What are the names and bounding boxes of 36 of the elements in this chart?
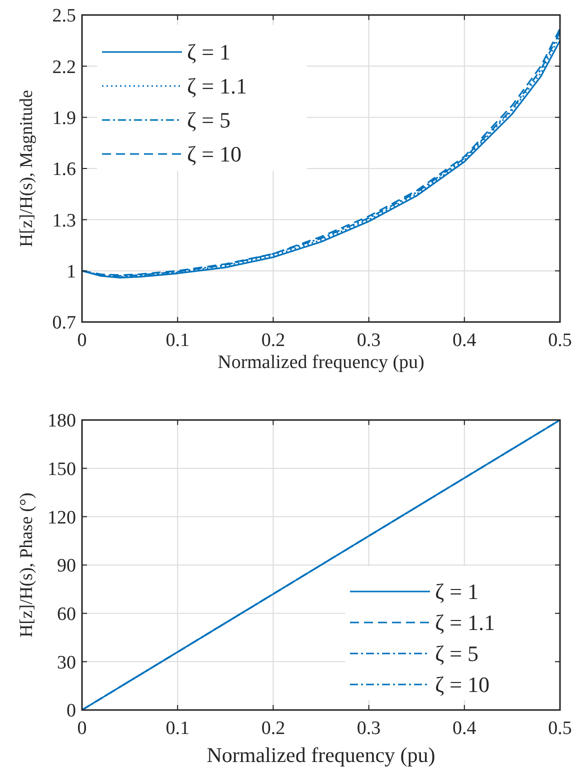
x-tick-label: 0.5 [548,718,572,739]
x-axis-title: Normalized frequency (pu) [218,352,424,373]
x-tick-label: 0.3 [356,330,381,351]
x-tick-label: 0.2 [261,330,286,351]
x-tick-label: 0.4 [452,330,477,351]
legend-label: ζ = 1 [435,579,479,604]
legend-label: ζ = 1 [187,40,231,65]
x-tick-label: 0.1 [166,330,190,351]
y-tick-label: 180 [48,410,76,432]
x-tick-label: 0.2 [261,718,286,739]
x-tick-label: 0.5 [548,330,572,351]
x-axis-title: Normalized frequency (pu) [206,743,436,767]
y-tick-label: 30 [57,652,76,674]
y-tick-label: 1 [66,261,76,282]
y-tick-label: 1.3 [52,210,76,232]
y-axis-title: H[z]/H(s), Phase (°) [16,492,36,638]
y-tick-label: 90 [57,556,76,577]
y-axis-title: H[z]/H(s), Magnitude [16,90,36,247]
y-tick-label: 0 [66,700,76,722]
x-tick-label: 0.1 [166,718,190,739]
y-tick-label: 0.7 [52,312,76,334]
legend-label: ζ = 10 [187,142,242,167]
y-tick-label: 1.6 [52,159,76,180]
x-tick-label: 0.3 [356,718,381,739]
legend-label: ζ = 5 [435,641,479,666]
y-tick-label: 1.9 [52,108,76,129]
legend-label: ζ = 5 [187,108,231,133]
legend-label: ζ = 10 [435,672,490,698]
y-tick-label: 2.5 [52,6,76,27]
legend-label: ζ = 1.1 [187,74,248,99]
y-tick-label: 2.2 [52,56,76,78]
y-tick-label: 120 [48,507,76,528]
x-tick-label: 0.4 [452,718,477,739]
y-tick-label: 60 [57,604,76,625]
y-tick-label: 150 [48,458,76,480]
legend-label: ζ = 1.1 [435,610,496,636]
